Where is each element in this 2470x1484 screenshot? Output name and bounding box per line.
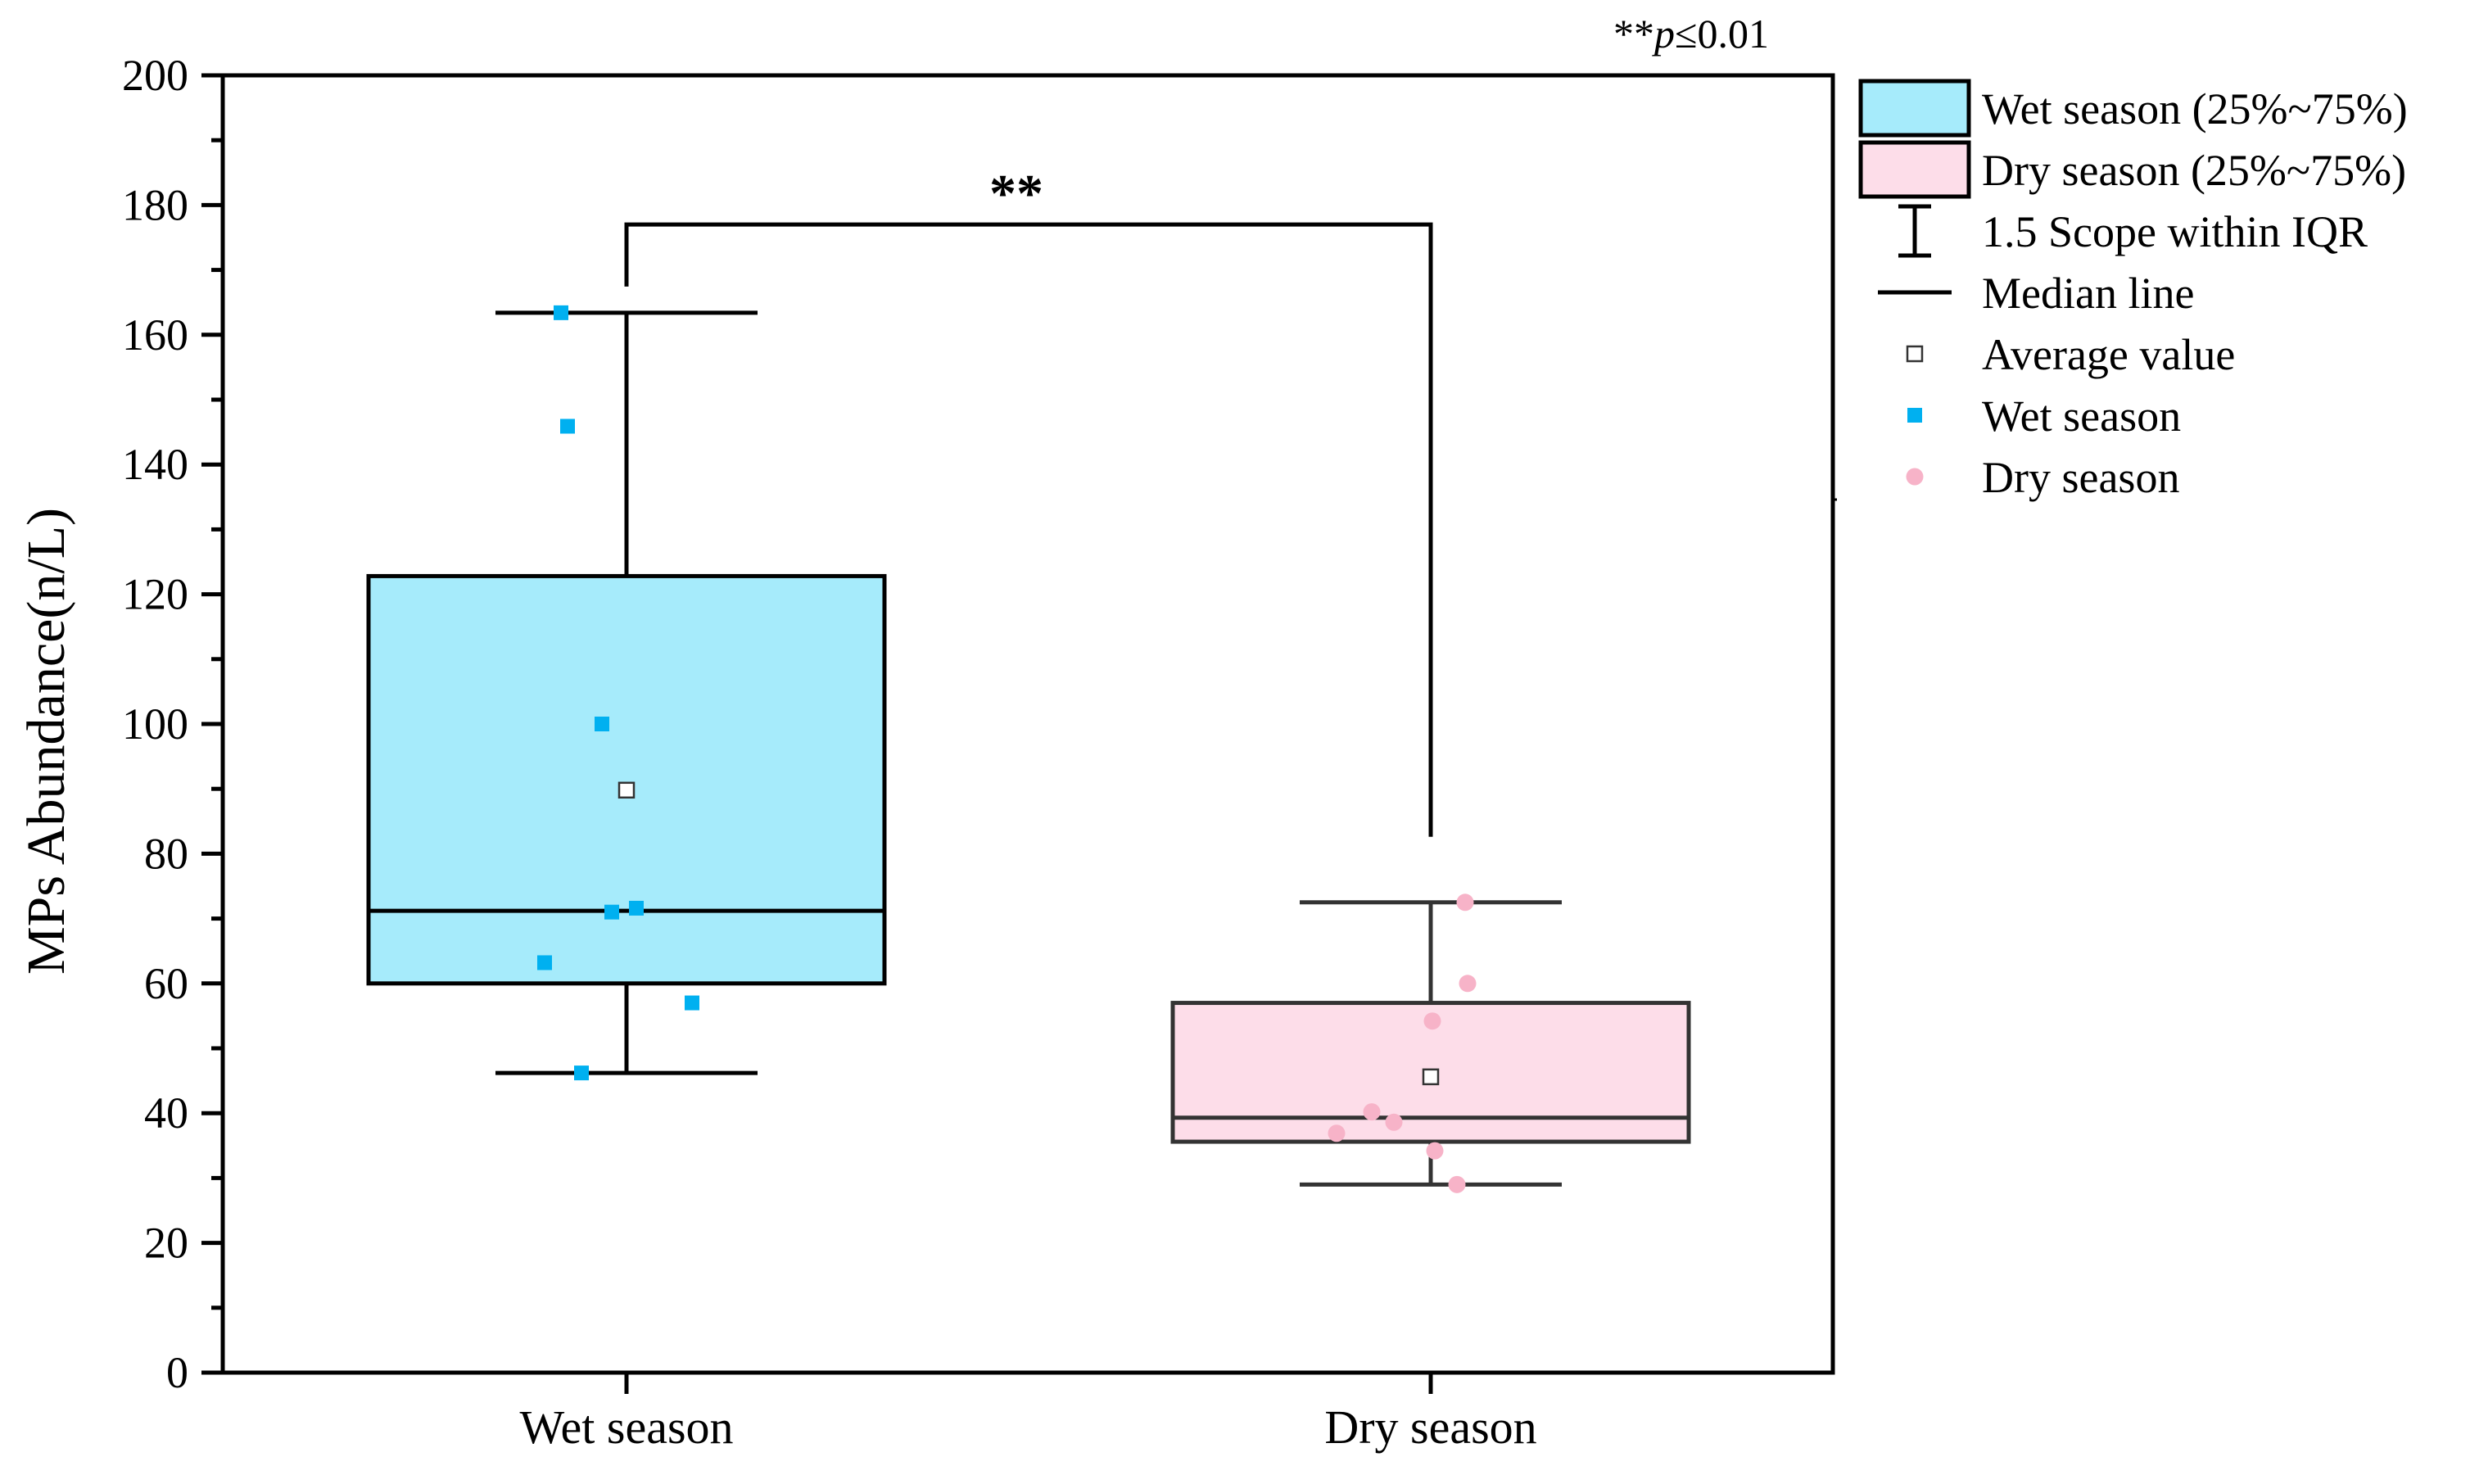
significance-note: **p≤0.01 bbox=[1613, 11, 1769, 57]
legend-label: Dry season bbox=[1982, 453, 2179, 502]
points-layer bbox=[537, 305, 1477, 1193]
boxes-layer bbox=[366, 310, 1691, 1187]
y-tick-label: 180 bbox=[122, 180, 188, 229]
iqr-box bbox=[366, 573, 887, 986]
data-point-square bbox=[574, 1065, 589, 1081]
legend-label: Wet season (25%~75%) bbox=[1982, 84, 2408, 133]
y-tick-label: 200 bbox=[122, 51, 188, 100]
data-point-circle bbox=[1328, 1124, 1346, 1142]
axes-layer: 0 20 40 60 80 100 120 140 160 180 200 Wet season Dry… bbox=[122, 51, 1837, 1454]
data-point-square bbox=[595, 717, 609, 731]
data-point-circle bbox=[1363, 1103, 1381, 1121]
data-point-circle bbox=[1456, 894, 1474, 912]
data-point-square bbox=[560, 419, 575, 434]
y-tick-label: 0 bbox=[166, 1348, 188, 1397]
y-tick-label: 140 bbox=[122, 440, 188, 489]
legend-swatch-box bbox=[1858, 79, 1971, 138]
y-tick-label: 120 bbox=[122, 570, 188, 619]
data-point-square bbox=[604, 904, 619, 920]
legend-swatch-circle bbox=[1906, 468, 1924, 486]
data-point-square bbox=[537, 955, 552, 970]
y-tick-label: 40 bbox=[144, 1088, 188, 1138]
y-tick-label: 60 bbox=[144, 959, 188, 1008]
y-tick-label: 100 bbox=[122, 699, 188, 749]
data-point-circle bbox=[1385, 1113, 1403, 1131]
data-point-circle bbox=[1426, 1142, 1444, 1160]
legend-swatch-square bbox=[1907, 408, 1922, 423]
legend-label: Median line bbox=[1982, 269, 2194, 318]
data-point-square bbox=[685, 995, 699, 1011]
data-point-circle bbox=[1448, 1175, 1466, 1193]
data-point-square bbox=[629, 900, 644, 916]
legend-label: Dry season (25%~75%) bbox=[1982, 146, 2406, 195]
x-tick-label: Wet season bbox=[519, 1400, 733, 1454]
legend-label: 1.5 Scope within IQR bbox=[1982, 207, 2368, 256]
mean-marker bbox=[618, 781, 636, 799]
y-tick-label: 160 bbox=[122, 310, 188, 360]
data-point-square bbox=[554, 305, 568, 320]
legend-swatch-box bbox=[1858, 140, 1971, 199]
x-tick-label: Dry season bbox=[1324, 1400, 1536, 1454]
legend-swatch-mean bbox=[1906, 345, 1924, 363]
y-tick-label: 80 bbox=[144, 829, 188, 878]
data-point-circle bbox=[1459, 975, 1477, 993]
y-axis-label: MPs Abundance(n/L) bbox=[16, 508, 76, 975]
mean-marker bbox=[1422, 1068, 1440, 1086]
significance-layer: ** bbox=[624, 164, 1433, 837]
y-tick-label: 20 bbox=[144, 1219, 188, 1268]
legend-label: Average value bbox=[1982, 330, 2235, 379]
significance-bracket bbox=[624, 222, 1433, 837]
significance-bracket-label: ** bbox=[989, 164, 1043, 224]
legend: Wet season (25%~75%) Dry season (25%~75%)… bbox=[1858, 79, 2408, 502]
data-point-circle bbox=[1423, 1012, 1441, 1030]
legend-label: Wet season bbox=[1982, 391, 2181, 441]
